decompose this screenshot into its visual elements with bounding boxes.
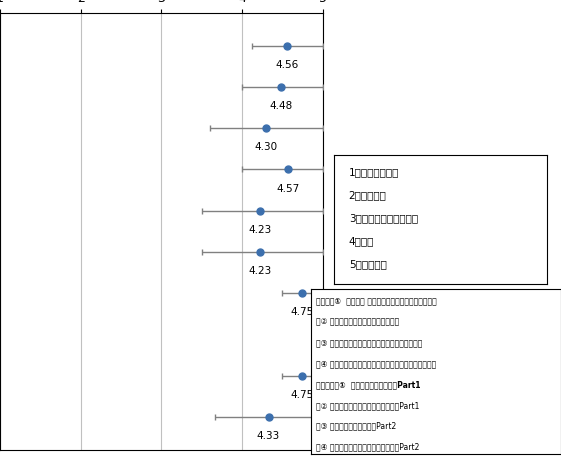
Text: ② 音声認識技術を活用した情報保障: ② 音声認識技術を活用した情報保障 — [316, 317, 399, 326]
Text: ④ 個々の学生への支援に関することPart2: ④ 個々の学生への支援に関することPart2 — [316, 442, 420, 451]
Text: ③ 聴覚障害学生の可能性を広げる情報保障支援: ③ 聴覚障害学生の可能性を広げる情報保障支援 — [316, 338, 423, 347]
Text: 3：どちらとも言えない: 3：どちらとも言えない — [349, 213, 418, 223]
Text: 5.00: 5.00 — [311, 348, 334, 358]
Text: 5：大変良い: 5：大変良い — [349, 259, 387, 269]
Text: 事例討論会①  支援体制に関することPart1: 事例討論会① 支援体制に関することPart1 — [316, 379, 421, 388]
Text: 4.33: 4.33 — [257, 430, 280, 440]
Text: ④ 軽・中等度難聴および中途失聴学生への合理的配慮: ④ 軽・中等度難聴および中途失聴学生への合理的配慮 — [316, 358, 436, 368]
Text: 4.75: 4.75 — [291, 307, 314, 317]
Text: 4：良い: 4：良い — [349, 236, 374, 246]
Text: 4.75: 4.75 — [291, 389, 314, 399]
Text: ③ 支援体制に関することPart2: ③ 支援体制に関することPart2 — [316, 421, 397, 430]
Text: 2：良くない: 2：良くない — [349, 190, 387, 200]
Text: 4.23: 4.23 — [249, 224, 272, 235]
Text: 1：大変良くない: 1：大変良くない — [349, 167, 399, 176]
Text: セミナー①  基礎講座 障害者差別解消法と障害学生支援: セミナー① 基礎講座 障害者差別解消法と障害学生支援 — [316, 296, 437, 305]
Text: 4.56: 4.56 — [275, 60, 298, 70]
Text: ② 個々の学生への支援に関することPart1: ② 個々の学生への支援に関することPart1 — [316, 400, 420, 409]
Text: 4.48: 4.48 — [269, 101, 292, 111]
Text: 4.23: 4.23 — [249, 265, 272, 275]
Text: 4.30: 4.30 — [255, 142, 278, 152]
Text: 4.57: 4.57 — [276, 183, 300, 193]
